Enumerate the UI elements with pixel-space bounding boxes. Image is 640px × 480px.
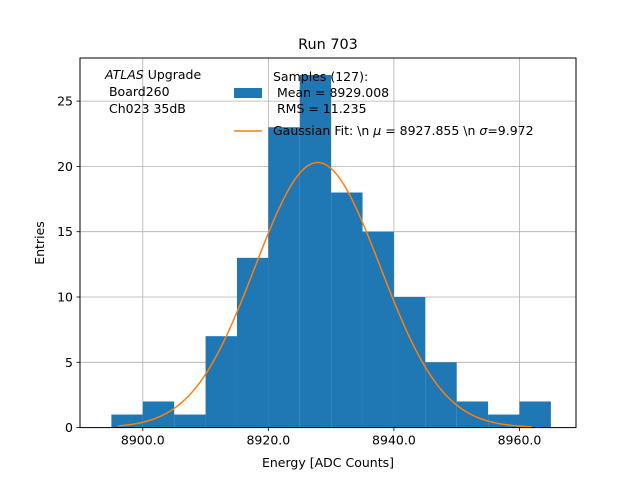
annotation-line-1: ATLAS Upgrade	[104, 67, 201, 82]
histogram-bar	[268, 127, 300, 428]
legend-hist-label-line-2: Mean = 8929.008	[273, 85, 389, 100]
histogram-bar	[519, 401, 551, 428]
y-tick-label: 15	[57, 224, 73, 239]
x-axis-ticks: 8900.0 8920.0 8940.0 8960.0	[121, 427, 542, 448]
legend-hist-label-line-3: RMS = 11.235	[273, 101, 367, 116]
histogram-bar	[393, 296, 426, 428]
y-tick-label: 10	[57, 289, 73, 304]
histogram-bar	[174, 414, 206, 428]
atlas-annotation: ATLAS Upgrade Board260 Ch023 35dB	[104, 67, 201, 116]
gaussian-fit-curve-group	[117, 161, 533, 428]
x-axis-label: Energy [ADC Counts]	[262, 455, 394, 470]
histogram-bars	[111, 74, 551, 428]
legend-hist-label-line-1: Samples (127):	[273, 69, 368, 84]
histogram-bar	[236, 257, 269, 428]
legend-fit-sigma-symbol: σ	[479, 123, 488, 138]
legend-hist-swatch	[234, 88, 262, 98]
chart-title: Run 703	[298, 37, 358, 53]
y-tick-label: 20	[57, 159, 73, 174]
legend-fit-prefix: Gaussian Fit: \n	[273, 123, 373, 138]
y-tick-label: 5	[65, 355, 73, 370]
x-tick-label: 8900.0	[121, 433, 165, 448]
histogram-bar	[362, 231, 394, 428]
legend-fit-mid: = 8927.855 \n	[381, 123, 479, 138]
legend: Samples (127): Mean = 8929.008 RMS = 11.…	[234, 69, 534, 138]
y-axis-label: Entries	[32, 221, 47, 265]
annotation-line-3: Ch023 35dB	[105, 101, 186, 116]
legend-fit-suffix: =9.972	[487, 123, 533, 138]
legend-fit-mu-symbol: μ	[372, 123, 381, 138]
histogram-bar	[299, 74, 332, 428]
annotation-upgrade-word: Upgrade	[144, 67, 202, 82]
x-tick-label: 8920.0	[246, 433, 290, 448]
y-tick-label: 25	[57, 94, 73, 109]
y-tick-label: 0	[65, 420, 73, 435]
histogram-bar	[142, 401, 175, 428]
legend-fit-label: Gaussian Fit: \n μ = 8927.855 \n σ=9.972	[273, 123, 534, 138]
annotation-line-2: Board260	[105, 84, 170, 99]
histogram-bar	[331, 192, 363, 428]
x-tick-label: 8960.0	[498, 433, 542, 448]
histogram-bar	[425, 362, 457, 428]
gaussian-fit-line	[117, 161, 533, 428]
y-axis-ticks: 0 5 10 15 20 25	[57, 94, 80, 435]
annotation-atlas-word: ATLAS	[104, 67, 144, 82]
histogram-bar	[205, 336, 237, 428]
axes-frame	[79, 57, 577, 429]
x-tick-label: 8940.0	[372, 433, 416, 448]
histogram-bar	[488, 414, 520, 428]
